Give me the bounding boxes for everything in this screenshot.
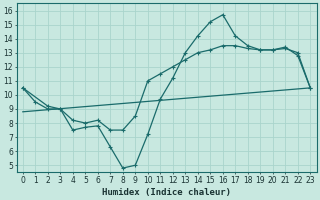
X-axis label: Humidex (Indice chaleur): Humidex (Indice chaleur) bbox=[102, 188, 231, 197]
